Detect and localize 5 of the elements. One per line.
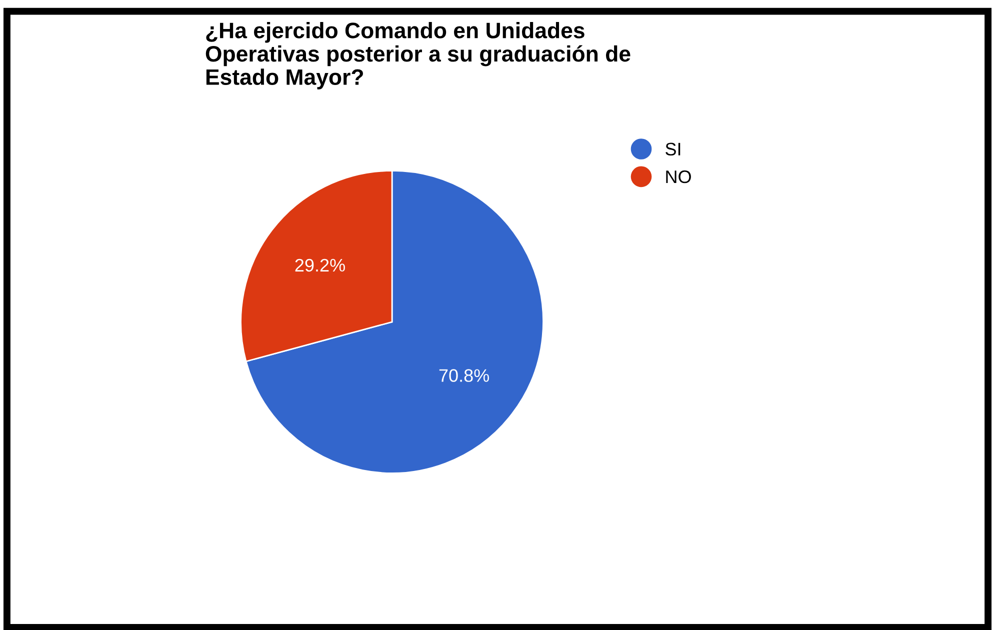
legend-label: NO [666, 170, 691, 184]
legend-label: SI [666, 142, 680, 156]
data-label: 29.2% [295, 258, 345, 272]
data-label: 70.8% [439, 369, 490, 382]
chart-title: ¿Ha ejercido Comando en Unidades Operativas posterior a su graduación de Estado Mayor? [206, 22, 630, 90]
